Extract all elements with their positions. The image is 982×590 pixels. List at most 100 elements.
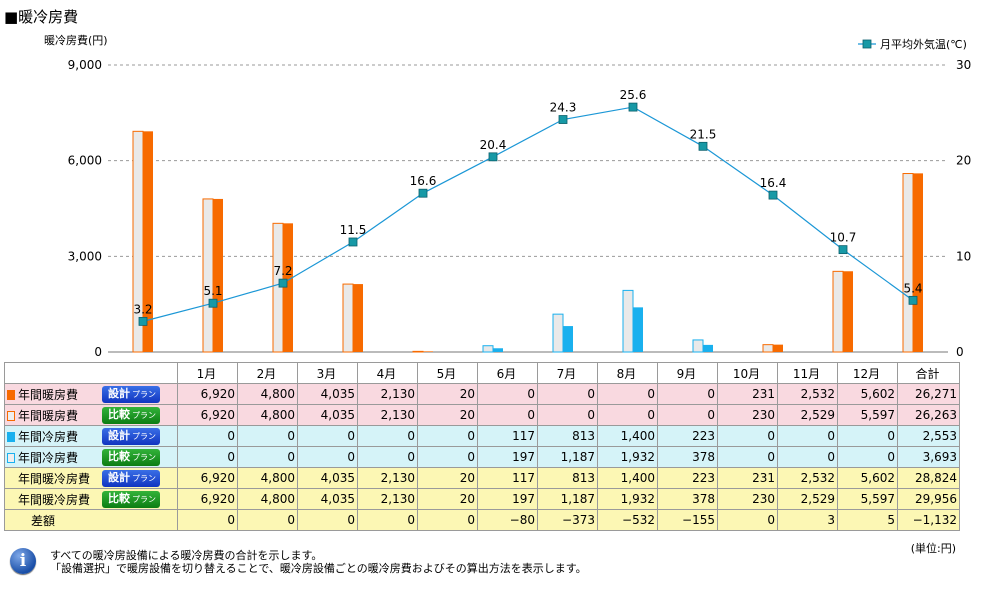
temperature-point (348, 237, 358, 247)
table-cell: 3 (777, 509, 838, 531)
temperature-label: 24.3 (550, 101, 577, 115)
y-tick-label: 3,000 (68, 249, 102, 263)
temperature-label: 16.6 (410, 174, 437, 188)
info-icon: i (10, 548, 36, 574)
table-cell: 0 (177, 509, 238, 531)
month-header: 10月 (717, 362, 778, 384)
total-header: 合計 (897, 362, 960, 384)
table-cell: 0 (597, 404, 658, 426)
legend-marker (862, 39, 872, 49)
table-cell: 6,920 (177, 383, 238, 405)
compare-plan-badge: 比較 プラン (102, 448, 160, 466)
row-label-text: 年間冷房費 (18, 450, 79, 465)
table-cell: 0 (777, 425, 838, 447)
table-cell: −532 (597, 509, 658, 531)
table-row: 年間冷房費 比較 プラン 0 0 0 0 0 197 1,187 1,932 378 0 0 0 3,693 (4, 446, 960, 468)
temperature-point (418, 188, 428, 198)
row-label-text: 年間冷房費 (18, 429, 79, 444)
table-row: 年間暖房費 設計 プラン 6,920 4,800 4,035 2,130 20 0 0 0 0 231 2… (4, 383, 960, 405)
table-cell: 20 (417, 383, 478, 405)
table-cell: 4,035 (297, 467, 358, 489)
bar-cooling-design (493, 348, 503, 352)
table-cell: 230 (717, 488, 778, 510)
table-cell: 0 (657, 404, 718, 426)
table-cell: 0 (717, 446, 778, 468)
table-cell: 0 (837, 425, 898, 447)
bar-heating-compare (762, 344, 774, 353)
table-cell: 197 (477, 446, 538, 468)
table-cell: 813 (537, 467, 598, 489)
table-cell: 1,932 (597, 446, 658, 468)
month-header: 11月 (777, 362, 838, 384)
bar-heating-compare (202, 198, 214, 353)
bar-cooling-compare (482, 345, 494, 353)
y2-tick-label: 0 (956, 345, 964, 359)
table-cell: 2,529 (777, 488, 838, 510)
badge-suffix: プラン (132, 494, 156, 504)
badge-suffix: プラン (132, 452, 156, 462)
table-cell: 5,597 (837, 488, 898, 510)
bar-heating-compare (902, 173, 914, 353)
row-label-text: 年間暖房費 (18, 408, 79, 423)
badge-text: 比較 (108, 491, 130, 505)
badge-suffix: プラン (132, 410, 156, 420)
bar-heating-compare (832, 270, 844, 353)
table-cell: 4,035 (297, 488, 358, 510)
table-cell: 20 (417, 404, 478, 426)
table-row: 年間暖房費 比較 プラン 6,920 4,800 4,035 2,130 20 0 0 0 0 230 2… (4, 404, 960, 426)
table-row: 年間暖冷房費 設計 プラン 6,920 4,800 4,035 2,130 20 117 813 1… (4, 467, 960, 489)
table-cell: 117 (477, 467, 538, 489)
table-cell: 0 (537, 383, 598, 405)
table-cell: 0 (537, 404, 598, 426)
table-cell: 6,920 (177, 488, 238, 510)
table-cell: 4,800 (237, 488, 298, 510)
y2-tick-label: 20 (956, 154, 971, 168)
temperature-point (698, 141, 708, 151)
design-plan-badge: 設計 プラン (102, 469, 160, 487)
table-cell: 0 (657, 383, 718, 405)
table-cell: 0 (357, 425, 418, 447)
bar-cooling-design (633, 307, 643, 352)
table-cell: 0 (837, 446, 898, 468)
table-cell: 0 (177, 446, 238, 468)
table-cell: 0 (477, 383, 538, 405)
month-header: 5月 (417, 362, 478, 384)
badge-suffix: プラン (132, 473, 156, 483)
table-cell: 2,130 (357, 383, 418, 405)
table-cell: −373 (537, 509, 598, 531)
compare-plan-badge: 比較 プラン (102, 490, 160, 508)
y-axis-label: 暖冷房費(円) (44, 33, 108, 47)
legend-swatch (7, 474, 15, 484)
row-label: 年間冷房費 設計 プラン (4, 425, 178, 447)
table-corner (4, 362, 178, 384)
table-cell: 20 (417, 467, 478, 489)
table-cell: 1,400 (597, 467, 658, 489)
legend-label: 月平均外気温(℃) (880, 37, 967, 51)
table-cell: 4,035 (297, 383, 358, 405)
legend-swatch (7, 495, 15, 505)
table-header: 1月 2月 3月 4月 5月 6月 7月 8月 9月 10月 11月 12月 合計 (4, 362, 960, 384)
y-tick-label: 6,000 (68, 154, 102, 168)
y2-tick-label: 10 (956, 249, 971, 263)
month-header: 12月 (837, 362, 898, 384)
badge-text: 比較 (108, 407, 130, 421)
table-cell: 0 (597, 383, 658, 405)
bar-heating-design (353, 284, 363, 352)
table-cell: 2,130 (357, 488, 418, 510)
legend-swatch (7, 431, 15, 442)
row-label: 年間冷房費 比較 プラン (4, 446, 178, 468)
table-cell: 5,602 (837, 383, 898, 405)
table-cell: 231 (717, 383, 778, 405)
bar-heating-design (913, 173, 923, 352)
table-cell: 5,597 (837, 404, 898, 426)
row-label: 年間暖冷房費 比較 プラン (4, 488, 178, 510)
total-cell: 2,553 (897, 425, 960, 447)
badge-text: 設計 (108, 386, 130, 400)
design-plan-badge: 設計 プラン (102, 385, 160, 403)
table-cell: 0 (717, 509, 778, 531)
temperature-point (558, 115, 568, 124)
bar-cooling-compare (692, 339, 704, 353)
table-cell: 2,529 (777, 404, 838, 426)
bar-heating-design (283, 223, 293, 352)
table-cell: −155 (657, 509, 718, 531)
